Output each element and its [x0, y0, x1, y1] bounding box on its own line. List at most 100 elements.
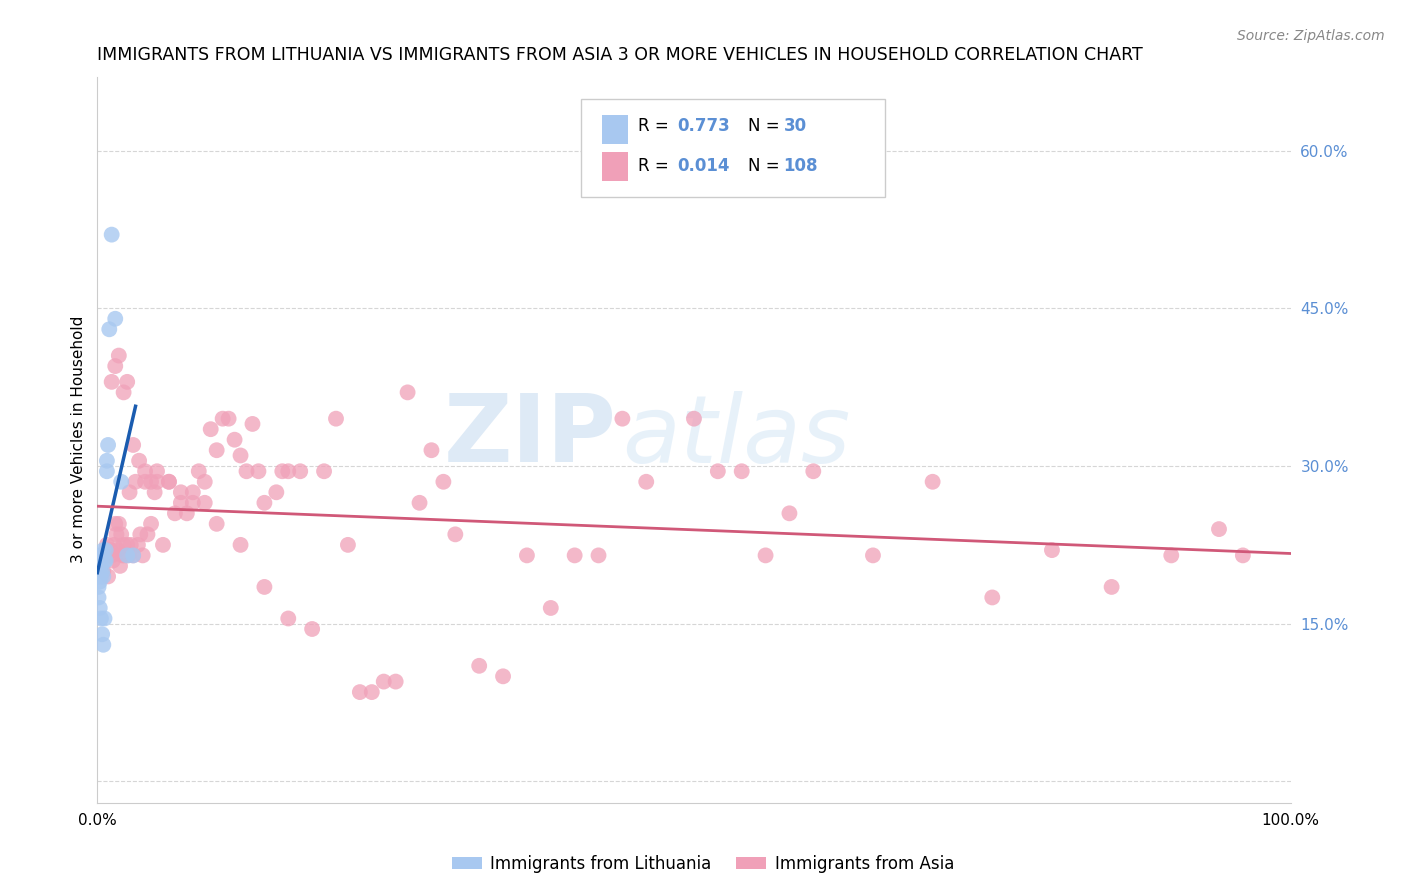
- Point: [143, 485, 166, 500]
- Point: [94, 549, 117, 563]
- Point: [253, 580, 276, 594]
- Point: [176, 506, 198, 520]
- Point: [100, 549, 122, 563]
- Text: atlas: atlas: [623, 391, 851, 482]
- Point: [105, 527, 128, 541]
- Point: [89, 574, 111, 589]
- Point: [93, 554, 115, 568]
- Point: [187, 464, 209, 478]
- Point: [90, 549, 112, 563]
- Point: [290, 464, 312, 478]
- Point: [87, 591, 110, 605]
- Point: [93, 611, 115, 625]
- Text: R =: R =: [638, 157, 673, 175]
- Point: [134, 464, 156, 478]
- Point: [564, 549, 586, 563]
- Point: [107, 543, 129, 558]
- Point: [468, 658, 491, 673]
- FancyBboxPatch shape: [602, 152, 628, 181]
- Point: [96, 538, 118, 552]
- Point: [181, 496, 204, 510]
- Point: [122, 438, 145, 452]
- Point: [157, 475, 180, 489]
- Point: [981, 591, 1004, 605]
- Point: [432, 475, 454, 489]
- Text: 0.773: 0.773: [678, 118, 730, 136]
- Point: [1232, 549, 1254, 563]
- Point: [131, 549, 153, 563]
- Point: [96, 454, 118, 468]
- Point: [205, 443, 228, 458]
- Point: [312, 464, 335, 478]
- Point: [98, 549, 121, 563]
- Point: [91, 564, 114, 578]
- Point: [117, 549, 139, 563]
- Point: [127, 538, 149, 552]
- Point: [115, 375, 138, 389]
- Point: [229, 449, 252, 463]
- Point: [277, 464, 299, 478]
- Point: [118, 485, 141, 500]
- Point: [218, 411, 240, 425]
- Point: [91, 638, 114, 652]
- Point: [420, 443, 443, 458]
- Text: IMMIGRANTS FROM LITHUANIA VS IMMIGRANTS FROM ASIA 3 OR MORE VEHICLES IN HOUSEHOL: IMMIGRANTS FROM LITHUANIA VS IMMIGRANTS …: [97, 46, 1143, 64]
- Point: [755, 549, 778, 563]
- Point: [181, 485, 204, 500]
- Point: [91, 569, 114, 583]
- Point: [129, 527, 152, 541]
- Point: [91, 543, 114, 558]
- Point: [170, 485, 193, 500]
- Point: [801, 464, 824, 478]
- Point: [266, 485, 288, 500]
- Point: [194, 475, 217, 489]
- Point: [110, 475, 132, 489]
- Point: [146, 464, 169, 478]
- Point: [89, 601, 111, 615]
- Point: [1040, 543, 1063, 558]
- Point: [108, 558, 131, 573]
- Point: [90, 611, 112, 625]
- Point: [101, 554, 124, 568]
- FancyBboxPatch shape: [602, 115, 628, 145]
- Point: [134, 475, 156, 489]
- Point: [247, 464, 270, 478]
- Point: [111, 549, 134, 563]
- Point: [862, 549, 884, 563]
- Point: [90, 569, 112, 583]
- Point: [128, 454, 150, 468]
- Point: [170, 496, 193, 510]
- Point: [194, 496, 217, 510]
- Point: [122, 549, 145, 563]
- Point: [408, 496, 430, 510]
- Point: [90, 549, 112, 563]
- Point: [94, 543, 117, 558]
- Text: ZIP: ZIP: [443, 390, 616, 482]
- Point: [731, 464, 754, 478]
- Text: N =: N =: [748, 118, 785, 136]
- Point: [1160, 549, 1182, 563]
- Point: [707, 464, 730, 478]
- Point: [108, 349, 131, 363]
- Text: R =: R =: [638, 118, 673, 136]
- Point: [235, 464, 257, 478]
- Point: [87, 580, 110, 594]
- Point: [90, 558, 112, 573]
- FancyBboxPatch shape: [581, 99, 884, 196]
- Text: Source: ZipAtlas.com: Source: ZipAtlas.com: [1237, 29, 1385, 43]
- Point: [91, 564, 114, 578]
- Point: [384, 674, 406, 689]
- Point: [325, 411, 347, 425]
- Point: [98, 322, 121, 336]
- Point: [104, 311, 127, 326]
- Point: [778, 506, 800, 520]
- Point: [100, 543, 122, 558]
- Text: 0.014: 0.014: [678, 157, 730, 175]
- Point: [444, 527, 467, 541]
- Point: [921, 475, 943, 489]
- Point: [200, 422, 222, 436]
- Point: [139, 516, 162, 531]
- Y-axis label: 3 or more Vehicles in Household: 3 or more Vehicles in Household: [72, 316, 86, 564]
- Text: N =: N =: [748, 157, 785, 175]
- Point: [336, 538, 359, 552]
